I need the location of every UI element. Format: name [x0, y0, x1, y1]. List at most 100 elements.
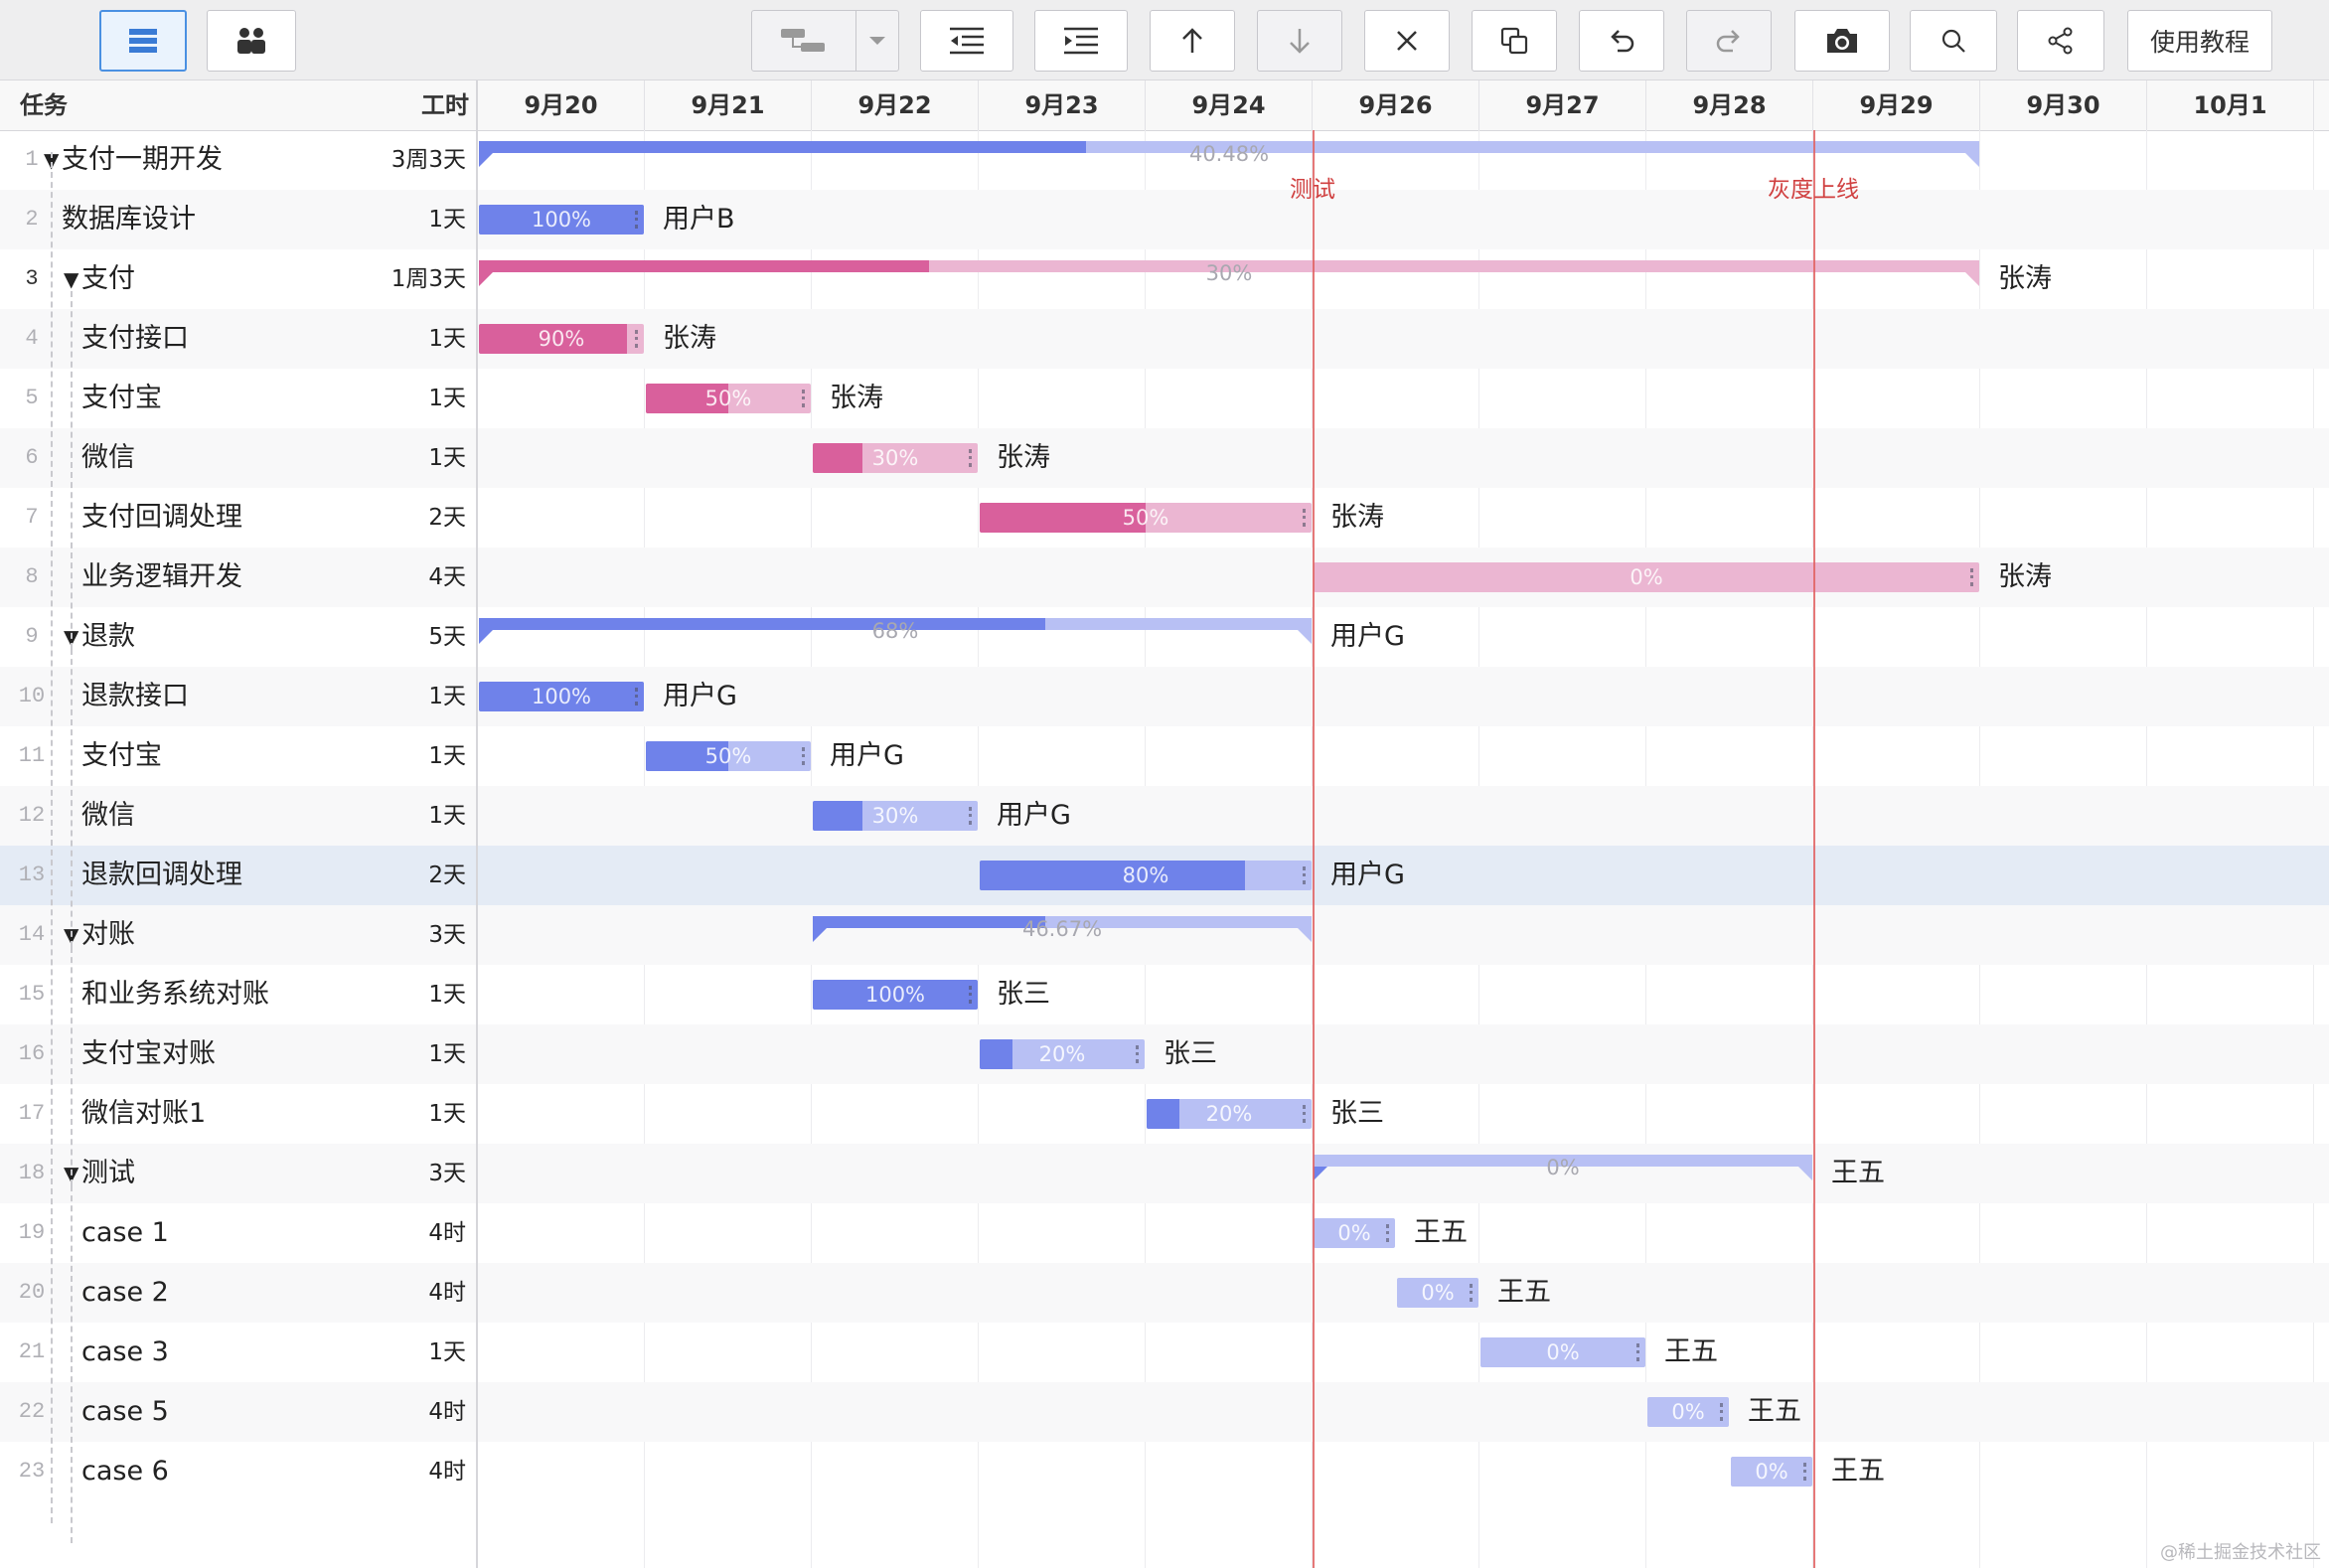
- pane-splitter[interactable]: [476, 80, 478, 1568]
- copy-button[interactable]: [1472, 10, 1557, 72]
- task-row[interactable]: 16 支付宝对账 1天: [0, 1024, 476, 1084]
- task-duration[interactable]: 5天: [428, 624, 466, 650]
- task-name[interactable]: 微信: [81, 442, 135, 473]
- task-row[interactable]: 15 和业务系统对账 1天: [0, 965, 476, 1024]
- task-bar[interactable]: 50%: [646, 384, 811, 413]
- resize-handle[interactable]: [1136, 1045, 1142, 1063]
- task-name[interactable]: 支付接口: [81, 323, 189, 354]
- task-name[interactable]: 支付宝: [81, 383, 162, 413]
- task-row[interactable]: 9 ▼ 退款 5天: [0, 607, 476, 667]
- resize-handle[interactable]: [1470, 1284, 1475, 1302]
- undo-button[interactable]: [1579, 10, 1664, 72]
- task-name[interactable]: 微信: [81, 800, 135, 831]
- resize-handle[interactable]: [1303, 866, 1309, 884]
- search-button[interactable]: [1910, 10, 1997, 72]
- task-row[interactable]: 17 微信对账1 1天: [0, 1084, 476, 1144]
- task-row[interactable]: 6 微信 1天: [0, 428, 476, 488]
- task-row[interactable]: 18 ▼ 测试 3天: [0, 1144, 476, 1203]
- task-duration[interactable]: 1天: [428, 982, 466, 1008]
- resize-handle[interactable]: [1720, 1403, 1726, 1421]
- task-duration[interactable]: 2天: [428, 505, 466, 531]
- task-name[interactable]: 对账: [81, 919, 135, 950]
- task-duration[interactable]: 3天: [428, 922, 466, 948]
- resize-handle[interactable]: [1303, 1105, 1309, 1123]
- resize-handle[interactable]: [1636, 1343, 1642, 1361]
- summary-bar[interactable]: 30%: [479, 260, 1979, 286]
- task-row[interactable]: 21 case 3 1天: [0, 1323, 476, 1382]
- task-duration[interactable]: 2天: [428, 862, 466, 888]
- task-duration[interactable]: 1天: [428, 445, 466, 471]
- task-bar[interactable]: 20%: [980, 1039, 1145, 1069]
- task-row[interactable]: 4 支付接口 1天: [0, 309, 476, 369]
- task-duration[interactable]: 4时: [428, 1399, 466, 1425]
- task-row[interactable]: 12 微信 1天: [0, 786, 476, 846]
- summary-bar[interactable]: 40.48%: [479, 141, 1979, 167]
- task-name[interactable]: 退款: [81, 621, 135, 652]
- task-name[interactable]: 支付一期开发: [62, 144, 223, 175]
- task-bar[interactable]: 0%: [1731, 1457, 1812, 1487]
- task-name[interactable]: 退款回调处理: [81, 860, 242, 890]
- task-duration[interactable]: 4天: [428, 564, 466, 590]
- link-type-dropdown[interactable]: [855, 10, 899, 72]
- resize-handle[interactable]: [1303, 509, 1309, 527]
- link-tasks-button[interactable]: [751, 10, 856, 72]
- task-row[interactable]: 14 ▼ 对账 3天: [0, 905, 476, 965]
- task-row[interactable]: 7 支付回调处理 2天: [0, 488, 476, 548]
- task-duration[interactable]: 1天: [428, 1101, 466, 1127]
- resize-handle[interactable]: [635, 688, 641, 706]
- task-duration[interactable]: 1周3天: [390, 266, 466, 292]
- task-name[interactable]: 支付宝: [81, 740, 162, 771]
- task-duration[interactable]: 1天: [428, 207, 466, 233]
- resize-handle[interactable]: [802, 747, 808, 765]
- move-up-button[interactable]: [1150, 10, 1235, 72]
- task-row[interactable]: 3 ▼ 支付 1周3天: [0, 249, 476, 309]
- resize-handle[interactable]: [1803, 1463, 1809, 1481]
- task-row[interactable]: 5 支付宝 1天: [0, 369, 476, 428]
- task-name[interactable]: 业务逻辑开发: [81, 561, 242, 592]
- outdent-button[interactable]: [920, 10, 1013, 72]
- task-name[interactable]: case 5: [81, 1396, 169, 1427]
- resize-handle[interactable]: [802, 390, 808, 407]
- task-duration[interactable]: 1天: [428, 803, 466, 829]
- resize-handle[interactable]: [635, 211, 641, 229]
- task-bar[interactable]: 90%: [479, 324, 644, 354]
- task-bar[interactable]: 0%: [1480, 1337, 1645, 1367]
- resize-handle[interactable]: [969, 986, 975, 1004]
- task-bar[interactable]: 50%: [646, 741, 811, 771]
- task-row[interactable]: 19 case 1 4时: [0, 1203, 476, 1263]
- screenshot-button[interactable]: [1794, 10, 1890, 72]
- task-duration[interactable]: 3天: [428, 1161, 466, 1186]
- task-row[interactable]: 13 退款回调处理 2天: [0, 846, 476, 905]
- task-bar[interactable]: 20%: [1147, 1099, 1312, 1129]
- move-down-button[interactable]: [1257, 10, 1342, 72]
- task-bar[interactable]: 80%: [980, 861, 1312, 890]
- task-name[interactable]: 支付: [81, 263, 135, 294]
- task-name[interactable]: 支付回调处理: [81, 502, 242, 533]
- task-bar[interactable]: 0%: [1314, 1218, 1395, 1248]
- task-name[interactable]: 测试: [81, 1158, 135, 1188]
- task-name[interactable]: 数据库设计: [62, 204, 196, 235]
- task-name[interactable]: 和业务系统对账: [81, 979, 269, 1010]
- task-bar[interactable]: 0%: [1647, 1397, 1729, 1427]
- collapse-caret-icon[interactable]: ▼: [64, 267, 79, 291]
- task-duration[interactable]: 1天: [428, 1041, 466, 1067]
- indent-button[interactable]: [1034, 10, 1128, 72]
- resize-handle[interactable]: [969, 807, 975, 825]
- task-row[interactable]: 23 case 6 4时: [0, 1442, 476, 1501]
- task-duration[interactable]: 1天: [428, 326, 466, 352]
- task-name[interactable]: 微信对账1: [81, 1098, 207, 1129]
- task-bar[interactable]: 30%: [813, 801, 978, 831]
- task-row[interactable]: 10 退款接口 1天: [0, 667, 476, 726]
- task-bar[interactable]: 0%: [1397, 1278, 1478, 1308]
- delete-button[interactable]: [1364, 10, 1450, 72]
- summary-bar[interactable]: 68%: [479, 618, 1312, 644]
- tutorial-button[interactable]: 使用教程: [2127, 10, 2272, 72]
- task-duration[interactable]: 1天: [428, 743, 466, 769]
- task-row[interactable]: 8 业务逻辑开发 4天: [0, 548, 476, 607]
- resize-handle[interactable]: [1970, 568, 1976, 586]
- task-duration[interactable]: 4时: [428, 1220, 466, 1246]
- task-duration[interactable]: 4时: [428, 1459, 466, 1485]
- task-duration[interactable]: 3周3天: [390, 147, 466, 173]
- task-row[interactable]: 11 支付宝 1天: [0, 726, 476, 786]
- task-name[interactable]: 支付宝对账: [81, 1038, 216, 1069]
